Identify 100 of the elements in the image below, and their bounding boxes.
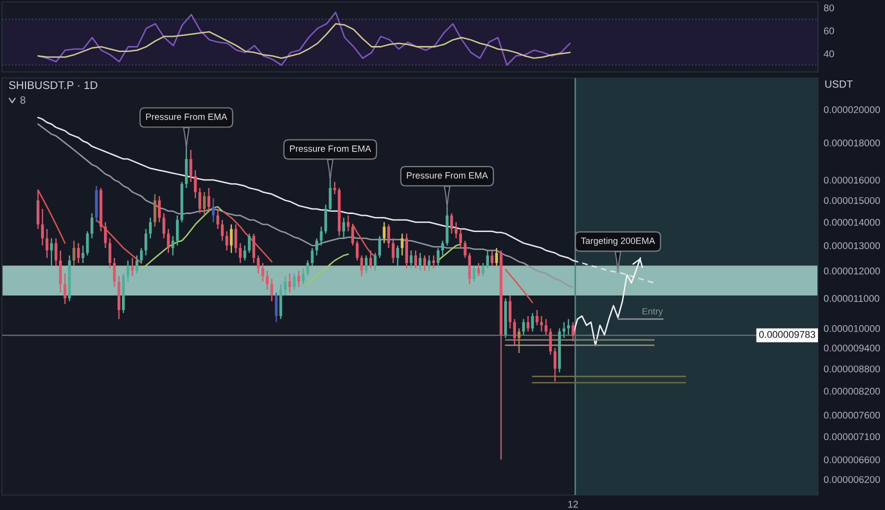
candlestick — [495, 247, 498, 266]
candlestick — [46, 228, 48, 259]
line-series — [37, 123, 574, 288]
y-tick-label: 0.000007600 — [824, 412, 880, 419]
candlestick — [536, 309, 538, 326]
y-tick-label: 0.000011000 — [824, 295, 880, 302]
y-tick-label: 0.000015000 — [824, 197, 880, 204]
y-tick-label: 0.000020000 — [824, 106, 880, 114]
candlestick — [464, 240, 466, 259]
candlestick — [459, 228, 462, 249]
candlestick — [166, 228, 170, 254]
candlestick — [328, 179, 332, 212]
candlestick — [410, 250, 413, 269]
candlestick — [202, 191, 206, 216]
y-tick-label: 0.000006200 — [824, 476, 880, 483]
candlestick — [171, 235, 174, 256]
candlestick — [423, 254, 426, 272]
y-axis-title: USDT — [825, 80, 853, 88]
candlestick — [315, 238, 318, 256]
candlestick — [477, 262, 480, 277]
annotation: Pressure From EMA — [290, 146, 372, 152]
candlestick — [342, 217, 346, 239]
candlestick — [126, 260, 130, 282]
candlestick — [554, 347, 556, 382]
candlestick — [82, 244, 84, 264]
x-tick-label: 12 — [568, 500, 578, 508]
candlestick — [572, 322, 574, 342]
line-series — [37, 23, 571, 59]
candlestick — [284, 276, 287, 296]
candlestick — [351, 224, 354, 246]
annotation: Pressure From EMA — [146, 114, 228, 120]
candlestick — [396, 244, 400, 266]
candlestick — [490, 250, 494, 266]
candlestick — [50, 238, 53, 266]
candlestick — [148, 217, 152, 239]
y-tick-label: 0.000006600 — [824, 456, 880, 464]
candlestick — [450, 212, 453, 234]
candlestick — [234, 224, 238, 254]
candlestick — [108, 238, 112, 269]
candlestick — [418, 252, 422, 272]
candlestick — [274, 292, 278, 323]
candlestick — [261, 262, 264, 282]
y-tick-label: 60 — [824, 27, 834, 34]
candlestick — [360, 254, 364, 277]
candlestick — [454, 222, 458, 239]
candlestick — [41, 208, 44, 246]
candlestick — [131, 257, 134, 277]
y-tick-label: 0.000016000 — [824, 176, 880, 184]
candlestick — [526, 315, 530, 332]
candlestick — [212, 198, 215, 223]
y-tick-label: 0.000007100 — [824, 433, 880, 440]
candlestick — [77, 242, 80, 264]
candlestick — [59, 250, 62, 294]
candlestick — [324, 204, 328, 234]
candlestick — [513, 318, 516, 346]
candlestick — [86, 230, 89, 256]
candlestick — [436, 247, 440, 266]
candlestick — [198, 187, 202, 214]
candlestick — [540, 315, 543, 332]
y-tick-label: 0.000012000 — [824, 268, 880, 274]
candlestick — [472, 264, 476, 282]
candlestick — [364, 254, 368, 274]
series-label: Entry — [642, 308, 663, 316]
candlestick — [544, 318, 548, 336]
candlestick — [392, 238, 395, 264]
y-tick-label: 0.000009400 — [824, 344, 880, 352]
candlestick — [243, 244, 246, 262]
candlestick — [158, 196, 161, 223]
y-tick-label: 0.000010000 — [824, 325, 880, 332]
y-tick-label: 40 — [824, 50, 834, 58]
candlestick — [356, 240, 359, 262]
candlestick — [414, 250, 418, 269]
candlestick — [135, 254, 138, 274]
candlestick — [72, 240, 76, 266]
candlestick — [508, 294, 512, 330]
candlestick — [64, 272, 66, 305]
candlestick — [549, 328, 552, 356]
y-tick-label: 0.000008200 — [824, 388, 880, 395]
candlestick — [432, 254, 436, 269]
candlestick — [194, 170, 197, 199]
candlestick — [482, 262, 484, 277]
candlestick — [292, 272, 296, 290]
candlestick — [162, 212, 166, 239]
candlestick — [387, 224, 390, 249]
candlestick — [428, 254, 431, 272]
candlestick — [531, 312, 534, 332]
line-series — [37, 12, 571, 66]
candlestick — [248, 233, 251, 254]
annotation: Pressure From EMA — [406, 172, 488, 179]
candlestick — [252, 233, 256, 264]
candlestick — [441, 240, 444, 256]
candlestick — [288, 272, 292, 294]
y-tick-label: 0.000013000 — [824, 242, 880, 250]
y-tick-label: 0.000014000 — [824, 218, 880, 226]
candlestick — [306, 260, 310, 277]
ref-line-label: 0.000009783 — [759, 331, 816, 338]
annotation: Targeting 200EMA — [581, 237, 656, 246]
y-tick-label: 0.000008800 — [824, 365, 880, 372]
y-tick-label: 80 — [824, 4, 834, 12]
candlestick — [567, 318, 570, 336]
